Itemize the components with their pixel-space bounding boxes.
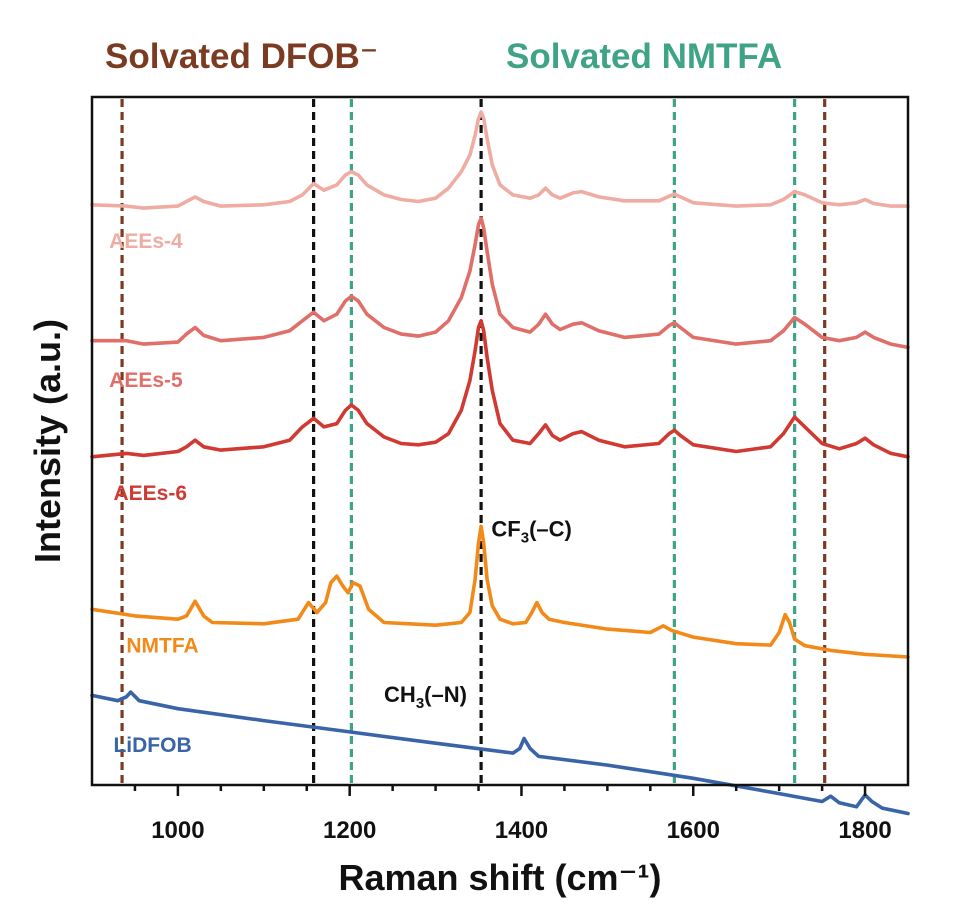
- plot-frame: [90, 95, 910, 787]
- x-tick-label-1400: 1400: [495, 817, 548, 844]
- x-axis: 1000 1200 1400 1600 1800: [133, 785, 892, 844]
- x-tick-label-1000: 1000: [151, 817, 204, 844]
- series-line-aees-6: [90, 319, 910, 459]
- series-label-aees-6: AEEs-6: [113, 482, 187, 505]
- title-solvated-nmtfa: Solvated NMTFA: [506, 37, 782, 76]
- plot-area: AEEs-4 AEEs-5 AEEs-6 NMTFA LiDFOB CF3(–C) CH3(…: [90, 99, 910, 816]
- annotation-0: CF3(–C): [491, 516, 571, 546]
- x-tick-label-1200: 1200: [323, 817, 376, 844]
- x-tick-label-1800: 1800: [838, 817, 891, 844]
- series-label-aees-4: AEEs-4: [109, 230, 183, 253]
- annotation-1: CH3(–N): [384, 682, 467, 712]
- series-line-aees-5: [90, 216, 910, 350]
- title-solvated-dfob: Solvated DFOB⁻: [105, 37, 378, 76]
- series-line-aees-4: [90, 110, 910, 210]
- series-label-aees-5: AEEs-5: [109, 369, 183, 392]
- series-line-nmtfa: [90, 524, 910, 659]
- series-label-lidfob: LiDFOB: [113, 734, 191, 757]
- x-tick-label-1600: 1600: [667, 817, 720, 844]
- series-label-nmtfa: NMTFA: [126, 634, 198, 657]
- y-axis-label: Intensity (a.u.): [27, 319, 68, 563]
- series-line-lidfob: [90, 690, 910, 816]
- x-axis-label: Raman shift (cm⁻¹): [338, 857, 661, 898]
